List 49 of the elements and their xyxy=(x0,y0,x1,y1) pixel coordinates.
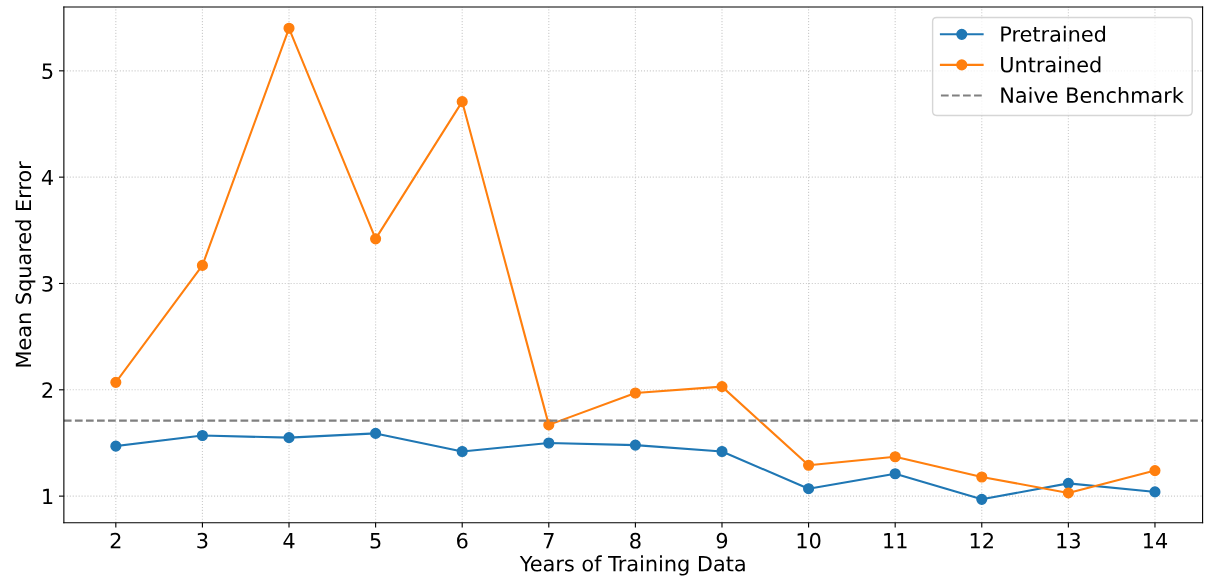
legend-label: Untrained xyxy=(1001,56,1101,73)
point xyxy=(283,22,295,34)
x-tick-label: 5 xyxy=(370,533,381,549)
y-axis-title: Mean Squared Error xyxy=(15,161,36,367)
point xyxy=(370,427,382,439)
x-tick-label: 6 xyxy=(457,532,468,549)
y-tick-label: 3 xyxy=(42,275,53,292)
x-tick-label: 12 xyxy=(970,532,993,549)
point xyxy=(283,432,295,444)
y-tick-label: 2 xyxy=(42,382,53,398)
point xyxy=(110,376,122,388)
point xyxy=(543,437,555,449)
x-tick-label: 3 xyxy=(197,532,208,549)
x-tick-label: 8 xyxy=(630,532,641,549)
point xyxy=(716,445,728,458)
x-tick-label: 2 xyxy=(110,532,121,549)
x-tick-label: 13 xyxy=(1057,532,1080,549)
x-tick-label: 9 xyxy=(716,532,728,549)
point xyxy=(889,468,901,480)
point xyxy=(889,451,901,463)
point xyxy=(370,233,382,245)
point xyxy=(716,381,728,393)
point xyxy=(456,96,468,108)
point xyxy=(110,440,122,452)
legend-label: Naive Benchmark xyxy=(1001,86,1184,104)
x-tick-label: 10 xyxy=(797,532,821,549)
point xyxy=(456,445,468,458)
x-tick-label: 7 xyxy=(543,533,554,549)
x-tick-label: 4 xyxy=(283,533,295,549)
point xyxy=(629,387,641,399)
point xyxy=(976,471,988,483)
point xyxy=(803,459,815,471)
point xyxy=(976,493,988,505)
point xyxy=(1149,465,1161,477)
y-tick-label: 1 xyxy=(43,488,53,505)
point xyxy=(543,419,555,431)
y-tick-label: 4 xyxy=(41,169,53,186)
x-tick-label: 14 xyxy=(1144,533,1168,549)
point xyxy=(803,483,815,495)
x-tick-label: 11 xyxy=(884,533,907,549)
point xyxy=(196,429,208,442)
point xyxy=(196,259,208,271)
legend-label: Pretrained xyxy=(1001,25,1106,42)
point xyxy=(1062,487,1074,499)
point xyxy=(1062,477,1074,489)
y-tick-label: 5 xyxy=(42,63,53,80)
point xyxy=(1149,486,1161,498)
x-axis-title: Years of Training Data xyxy=(519,555,745,576)
point xyxy=(629,439,641,451)
